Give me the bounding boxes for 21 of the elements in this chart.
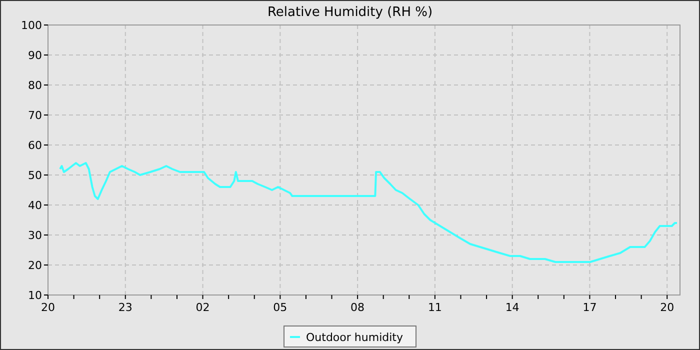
y-tick-label: 90 — [28, 49, 42, 62]
x-tick-label: 11 — [428, 301, 442, 314]
y-tick-label: 20 — [28, 259, 42, 272]
y-tick-label: 100 — [21, 19, 42, 32]
x-tick-label: 20 — [41, 301, 55, 314]
y-tick-label: 40 — [28, 199, 42, 212]
x-tick-label: 14 — [505, 301, 520, 314]
x-tick-label: 05 — [273, 301, 288, 314]
y-tick-label: 10 — [28, 289, 42, 302]
y-tick-label: 60 — [28, 139, 42, 152]
x-tick-label: 23 — [118, 301, 132, 314]
x-tick-label: 20 — [660, 301, 674, 314]
x-tick-label: 02 — [196, 301, 210, 314]
x-tick-label: 17 — [582, 301, 597, 314]
y-tick-label: 80 — [28, 79, 42, 92]
y-tick-label: 30 — [28, 229, 42, 242]
y-tick-label: 70 — [28, 109, 42, 122]
legend-label: Outdoor humidity — [306, 331, 404, 344]
x-tick-label: 08 — [350, 301, 365, 314]
chart-title: Relative Humidity (RH %) — [267, 5, 433, 20]
y-tick-label: 50 — [28, 169, 42, 182]
